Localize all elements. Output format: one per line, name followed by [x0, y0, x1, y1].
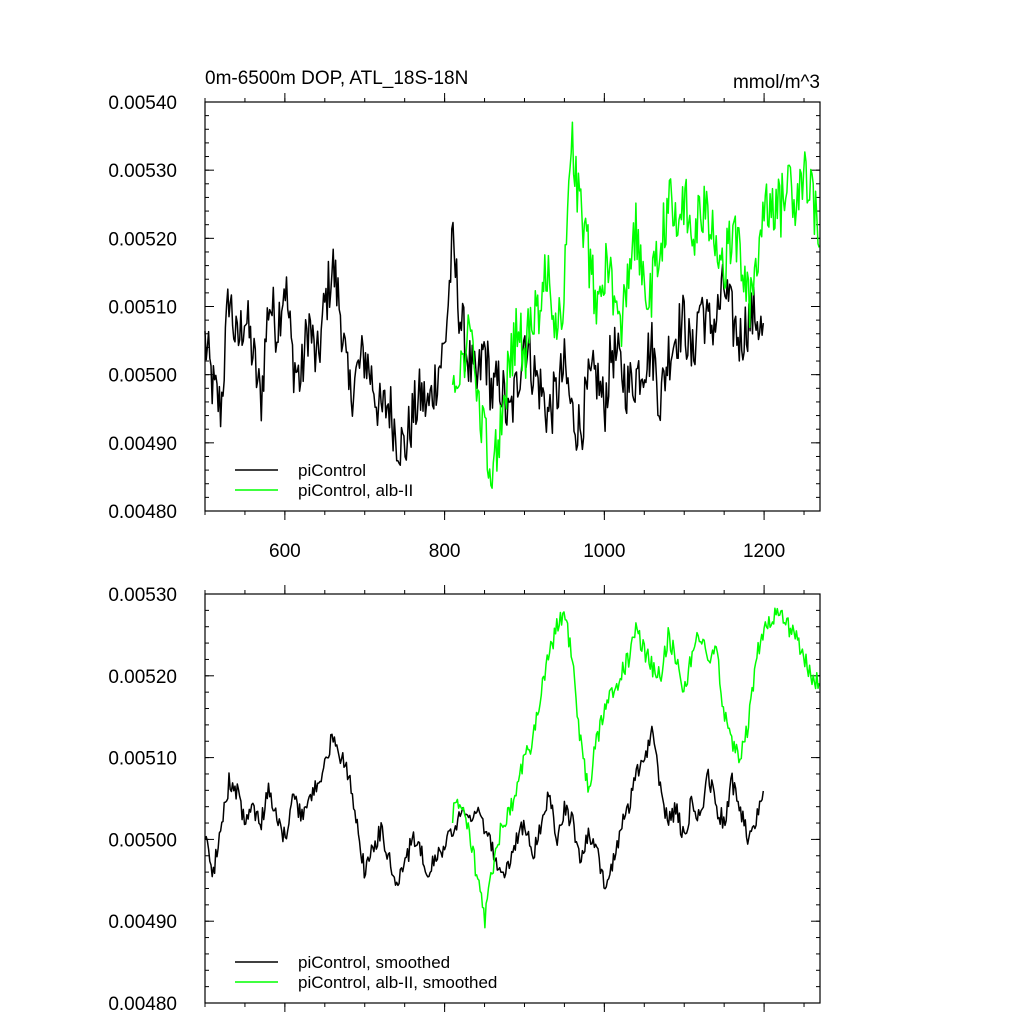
panel-top-title: 0m-6500m DOP, ATL_18S-18N	[205, 68, 468, 89]
panel-top-legend: piControl piControl, alb-II	[235, 461, 413, 500]
panel-top-ytick-label: 0.00530	[108, 161, 177, 182]
panel-top-ytick-label: 0.00480	[108, 502, 177, 523]
panel-bottom-tick-labels: 0.00480 0.00490 0.00500 0.00510 0.00520 0.005…	[108, 585, 177, 1015]
legend-label-alb: piControl, alb-II	[298, 481, 413, 500]
panel-top-series	[204, 121, 820, 489]
panel-top-xtick-label: 600	[269, 541, 301, 562]
panel-bottom-series-picontrol-alb-ii-smoothed	[451, 607, 820, 929]
panel-top-xtick-label: 1200	[743, 541, 785, 562]
panel-top: 0m-6500m DOP, ATL_18S-18N mmol/m^3 0.004…	[108, 68, 821, 562]
panel-top-ticks	[204, 93, 820, 520]
panel-top-ytick-label: 0.00490	[108, 434, 177, 455]
panel-top-series-picontrol-alb-ii	[451, 121, 820, 489]
panel-top-frame	[204, 101, 821, 512]
panel-top-ytick-label: 0.00520	[108, 229, 177, 250]
panel-top-xtick-label: 800	[429, 541, 461, 562]
panel-top-ytick-label: 0.00510	[108, 298, 177, 319]
panel-bottom-ytick-label: 0.00500	[108, 830, 177, 851]
panel-bottom-series-picontrol-smoothed	[204, 725, 765, 890]
panel-top-ytick-label: 0.00500	[108, 366, 177, 387]
panel-bottom: 0.00480 0.00490 0.00500 0.00510 0.00520 0.005…	[108, 585, 821, 1015]
panel-bottom-legend: piControl, smoothed piControl, alb-II, s…	[235, 953, 497, 992]
panel-top-units: mmol/m^3	[733, 72, 820, 93]
panel-top-ytick-label: 0.00540	[108, 93, 177, 114]
panel-bottom-ytick-label: 0.00490	[108, 912, 177, 933]
legend-label-alb-smoothed: piControl, alb-II, smoothed	[298, 973, 497, 992]
panel-top-tick-labels: 0.00480 0.00490 0.00500 0.00510 0.00520 0.005…	[108, 93, 785, 562]
panel-top-series-picontrol	[204, 221, 765, 466]
panel-top-xtick-label: 1000	[583, 541, 625, 562]
panel-bottom-frame	[204, 593, 821, 1004]
legend-label-picontrol: piControl	[298, 461, 366, 480]
panel-bottom-ytick-label: 0.00530	[108, 585, 177, 606]
panel-bottom-ytick-label: 0.00480	[108, 994, 177, 1015]
legend-label-picontrol-smoothed: piControl, smoothed	[298, 953, 450, 972]
panel-bottom-ytick-label: 0.00510	[108, 749, 177, 770]
panel-bottom-ticks	[204, 585, 820, 1012]
panel-bottom-ytick-label: 0.00520	[108, 667, 177, 688]
panel-bottom-series	[204, 607, 820, 929]
